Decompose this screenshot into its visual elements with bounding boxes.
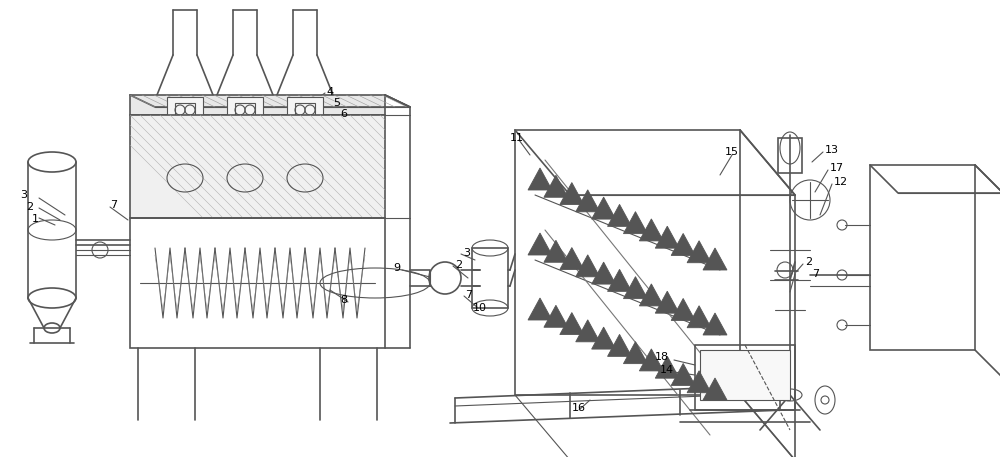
Text: 10: 10: [473, 303, 487, 313]
Text: 12: 12: [834, 177, 848, 187]
Polygon shape: [687, 306, 711, 328]
Text: 7: 7: [110, 200, 117, 210]
Text: 17: 17: [830, 163, 844, 173]
Text: 14: 14: [660, 365, 674, 375]
Bar: [700, 350, 790, 400]
Text: 3: 3: [463, 248, 470, 258]
Text: 2: 2: [455, 260, 462, 270]
Polygon shape: [671, 363, 695, 385]
Polygon shape: [671, 298, 695, 320]
Text: 11: 11: [510, 133, 524, 143]
Polygon shape: [623, 342, 647, 364]
Text: 7: 7: [465, 290, 472, 300]
Polygon shape: [639, 349, 663, 371]
Text: 18: 18: [655, 352, 669, 362]
Text: 6: 6: [340, 109, 347, 119]
Text: 13: 13: [825, 145, 839, 155]
Bar: [472, 248, 508, 308]
Bar: [515, 130, 740, 395]
Text: 5: 5: [333, 98, 340, 108]
Polygon shape: [703, 313, 727, 335]
Polygon shape: [544, 305, 568, 327]
Polygon shape: [576, 190, 600, 212]
Text: 4: 4: [326, 87, 333, 97]
Polygon shape: [544, 175, 568, 197]
Polygon shape: [623, 212, 647, 234]
Polygon shape: [639, 219, 663, 241]
Text: 2: 2: [805, 257, 812, 267]
Text: 9: 9: [393, 263, 400, 273]
Polygon shape: [687, 371, 711, 393]
Polygon shape: [703, 248, 727, 270]
Text: 16: 16: [572, 403, 586, 413]
Polygon shape: [687, 241, 711, 263]
Text: 7: 7: [812, 269, 819, 279]
Polygon shape: [592, 262, 616, 284]
Polygon shape: [592, 197, 616, 219]
Polygon shape: [608, 335, 632, 356]
Text: 8: 8: [340, 295, 347, 305]
Bar: [175, 103, 195, 117]
Bar: [130, 218, 385, 348]
Bar: [130, 115, 385, 218]
Polygon shape: [528, 168, 552, 190]
Polygon shape: [623, 276, 647, 298]
Polygon shape: [592, 327, 616, 349]
Bar: [287, 97, 323, 125]
Polygon shape: [528, 233, 552, 255]
Polygon shape: [576, 320, 600, 342]
Polygon shape: [671, 234, 695, 255]
Text: 2: 2: [26, 202, 33, 212]
Text: 3: 3: [20, 190, 27, 200]
Text: 1: 1: [32, 214, 39, 224]
Bar: [870, 165, 975, 350]
Polygon shape: [560, 313, 584, 335]
Polygon shape: [608, 269, 632, 292]
Bar: [295, 103, 315, 117]
Polygon shape: [655, 291, 679, 313]
Polygon shape: [639, 284, 663, 306]
Text: 15: 15: [725, 147, 739, 157]
Polygon shape: [576, 255, 600, 277]
Polygon shape: [560, 248, 584, 270]
Polygon shape: [528, 298, 552, 320]
Bar: [695, 345, 795, 410]
Polygon shape: [544, 240, 568, 262]
Bar: [130, 95, 385, 115]
Bar: [227, 97, 263, 125]
Bar: [778, 138, 802, 173]
Polygon shape: [655, 356, 679, 378]
Polygon shape: [560, 182, 584, 205]
Bar: [235, 103, 255, 117]
Polygon shape: [703, 378, 727, 400]
Polygon shape: [655, 226, 679, 248]
Polygon shape: [608, 204, 632, 226]
Bar: [167, 97, 203, 125]
